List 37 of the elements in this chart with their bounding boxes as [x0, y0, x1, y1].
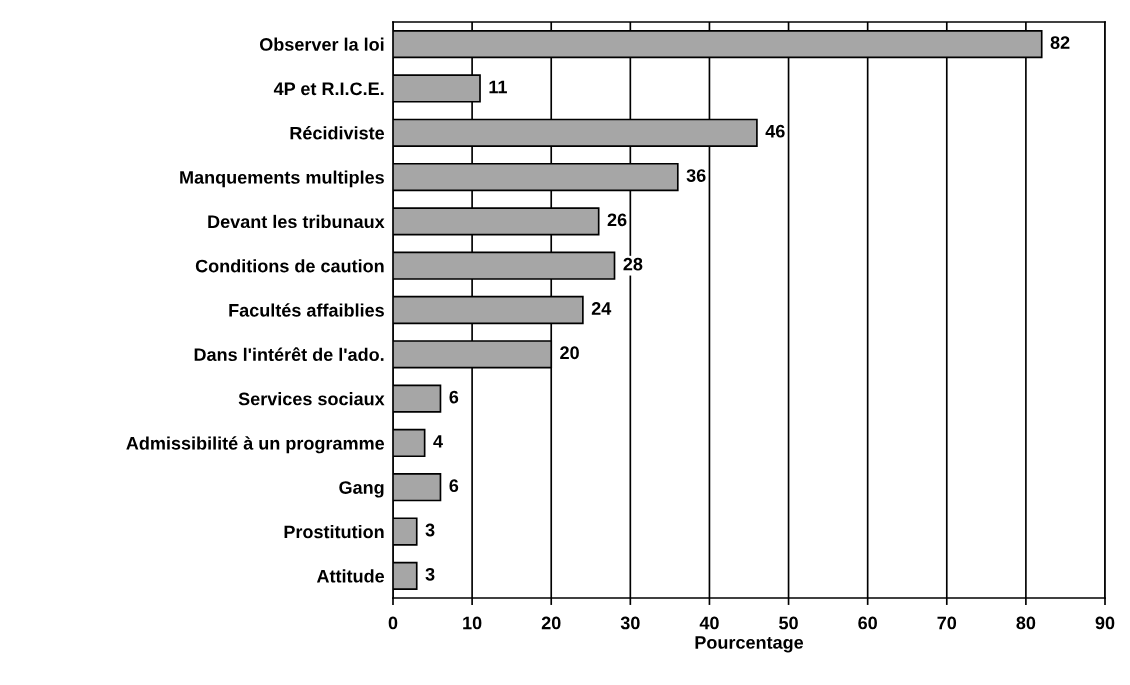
- y-tick-label: Services sociaux: [238, 392, 385, 406]
- y-tick-label: Récidiviste: [290, 126, 385, 140]
- data-label: 20: [560, 346, 579, 360]
- x-tick-label: 80: [1016, 616, 1036, 630]
- y-tick-label: 4P et R.I.C.E.: [273, 82, 384, 96]
- data-label: 4: [433, 435, 443, 448]
- x-tick-label: 30: [620, 616, 640, 630]
- y-tick-label: Devant les tribunaux: [208, 214, 385, 229]
- x-tick-label: 20: [541, 616, 561, 630]
- y-tick-label: Manquements multiples: [180, 170, 384, 188]
- y-tick-label: Conditions de caution: [195, 259, 384, 273]
- data-label: 26: [607, 213, 627, 227]
- x-tick-label: 0: [388, 616, 398, 630]
- y-tick-label: Prostitution: [284, 525, 384, 539]
- data-label: 36: [686, 169, 706, 182]
- x-tick-label: 50: [779, 616, 798, 630]
- data-label: 82: [1050, 36, 1070, 49]
- data-label: 11: [489, 80, 507, 94]
- data-label: 6: [449, 390, 459, 404]
- data-label: 6: [449, 479, 459, 493]
- x-axis-title: Pourcentage: [695, 636, 804, 653]
- data-label: 3: [425, 567, 435, 581]
- y-tick-label: Facultés affaiblies: [229, 303, 384, 317]
- x-tick-label: 60: [858, 616, 877, 630]
- data-label: 3: [425, 523, 435, 537]
- data-label: 24: [591, 302, 612, 315]
- y-tick-label: Dans l'intérêt de l'ado.: [194, 347, 384, 362]
- x-tick-label: 10: [463, 616, 482, 630]
- y-tick-label: Observer la loi: [259, 37, 384, 51]
- x-tick-label: 70: [937, 616, 957, 630]
- y-tick-label: Admissibilité à un programme: [126, 436, 385, 454]
- data-label: 46: [765, 124, 785, 138]
- x-tick-label: 90: [1095, 616, 1115, 630]
- y-tick-label: Attitude: [316, 569, 385, 583]
- y-tick-label: Gang: [339, 481, 384, 498]
- data-label: 28: [623, 257, 643, 271]
- x-tick-label: 40: [699, 616, 719, 630]
